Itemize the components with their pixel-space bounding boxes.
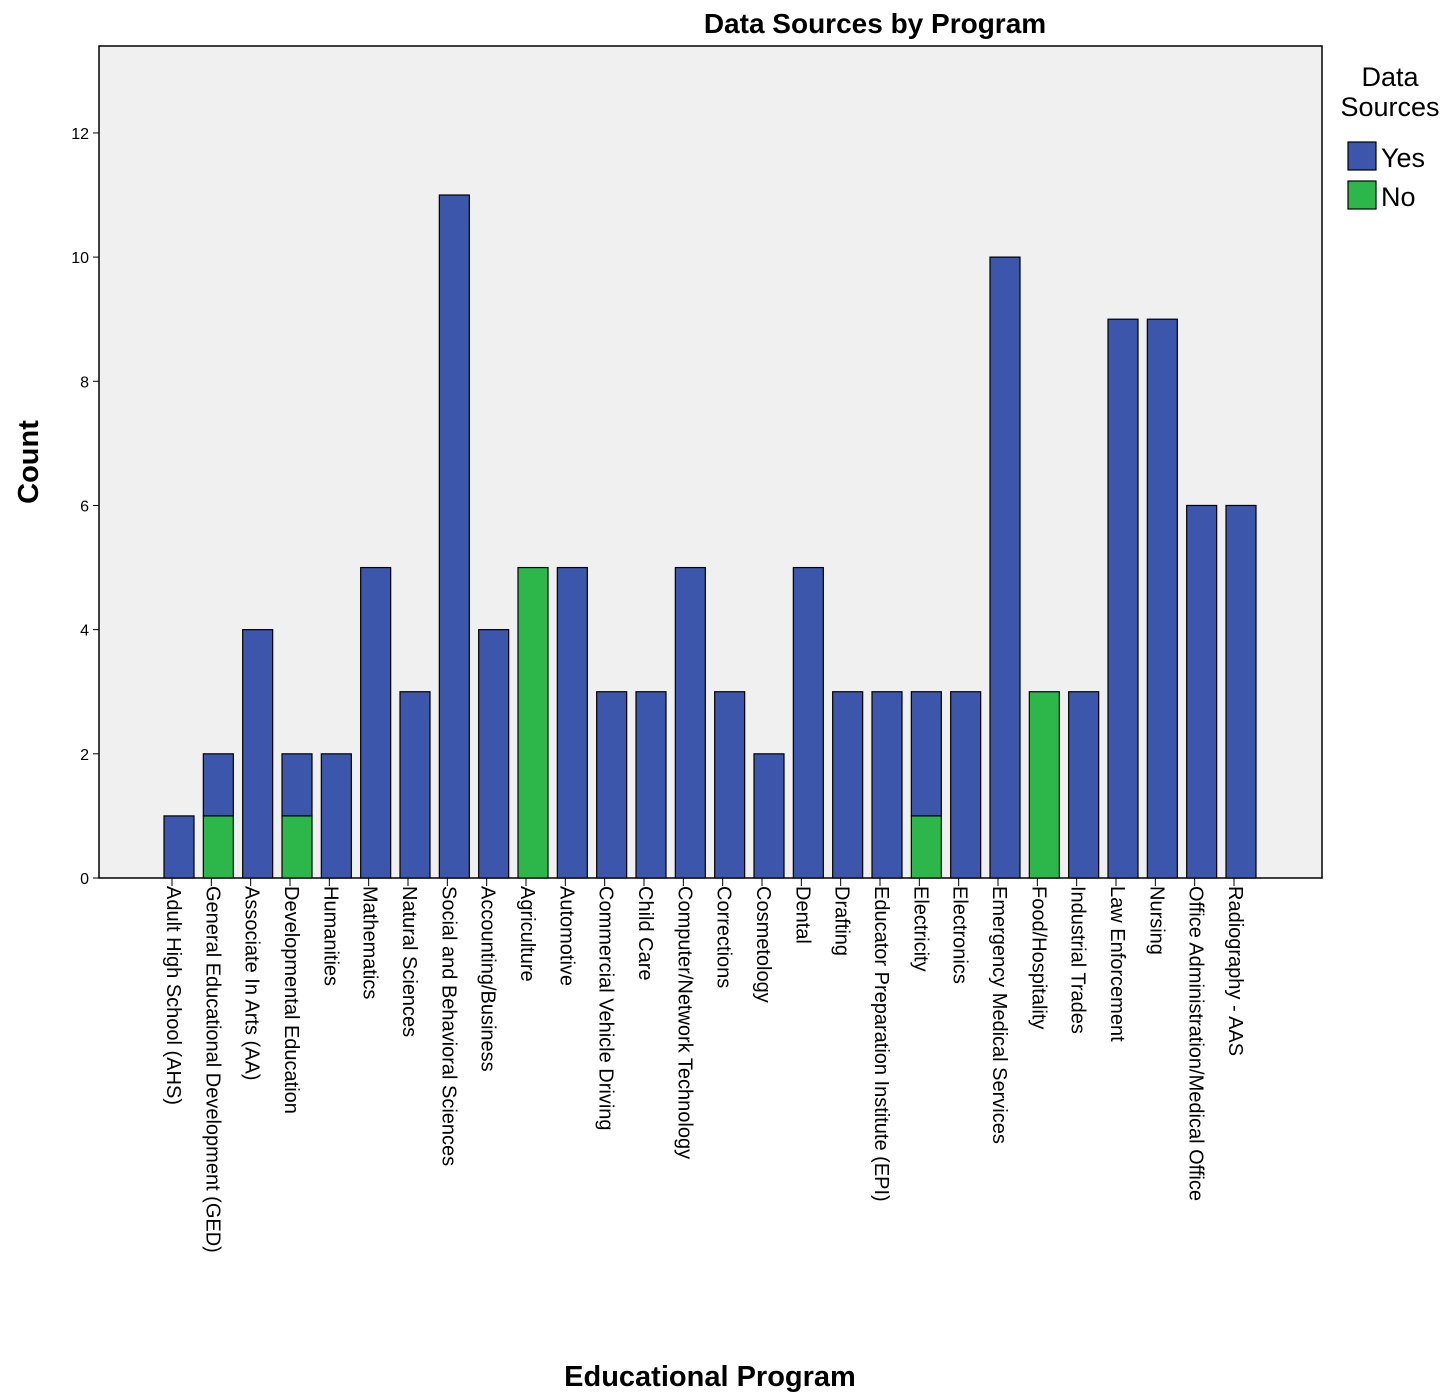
x-tick-label: Dental <box>791 886 813 944</box>
x-tick-label: Emergency Medical Services <box>988 886 1010 1144</box>
legend-title-line-1: Data <box>1361 62 1419 92</box>
bar-yes <box>753 753 785 879</box>
bar-yes <box>360 566 392 879</box>
y-axis-title: Count <box>13 420 45 504</box>
bar-no <box>910 815 942 879</box>
x-axis-title: Educational Program <box>564 1361 856 1393</box>
bar-yes <box>202 753 234 817</box>
x-tick-label: Drafting <box>831 886 853 956</box>
bar-yes <box>1186 504 1218 879</box>
x-tick-label: Child Care <box>634 886 656 980</box>
y-tick-label: 6 <box>80 498 89 515</box>
y-tick-label: 0 <box>80 871 89 888</box>
bar-yes <box>281 753 313 817</box>
bar-yes <box>832 691 864 879</box>
bar-yes <box>635 691 667 879</box>
x-tick-label: Social and Behavioral Sciences <box>437 886 459 1166</box>
x-tick-label: Corrections <box>713 886 735 988</box>
x-tick-label: Industrial Trades <box>1067 886 1089 1034</box>
bar-yes <box>320 753 352 879</box>
legend: Data Sources Yes No <box>1340 62 1439 212</box>
bar-yes <box>478 629 510 879</box>
y-axis: 0 2 4 6 8 10 12 <box>71 126 99 888</box>
y-tick-label: 10 <box>71 250 89 267</box>
legend-title-line-2: Sources <box>1340 92 1439 122</box>
bar-yes <box>1146 318 1178 879</box>
bar-yes <box>792 566 824 879</box>
bars <box>163 194 1257 879</box>
bar-yes <box>438 194 470 879</box>
bar-yes <box>910 691 942 817</box>
x-tick-label: Computer/Network Technology <box>673 886 695 1159</box>
bar-yes <box>871 691 903 879</box>
bar-yes <box>399 691 431 879</box>
x-tick-label: Adult High School (AHS) <box>162 886 184 1105</box>
x-tick-label: Accounting/Business <box>477 886 499 1072</box>
x-tick-label: Automotive <box>555 886 577 986</box>
bar-yes <box>714 691 746 879</box>
bar-yes <box>163 815 195 879</box>
x-tick-label: Food/Hospitality <box>1027 886 1049 1029</box>
bar-no <box>517 566 549 879</box>
x-tick-label: Electricity <box>909 886 931 972</box>
bar-no <box>281 815 313 879</box>
x-tick-label: Cosmetology <box>752 886 774 1003</box>
bar-yes <box>950 691 982 879</box>
x-tick-label: Commercial Vehicle Driving <box>595 886 617 1131</box>
chart-title: Data Sources by Program <box>704 8 1046 39</box>
x-tick-label: Natural Sciences <box>398 886 420 1037</box>
bar-yes <box>242 629 274 879</box>
x-tick-label: Associate In Arts (AA) <box>241 886 263 1081</box>
legend-swatch-yes <box>1347 141 1377 171</box>
legend-items: Yes No <box>1347 141 1425 212</box>
legend-swatch-no <box>1347 180 1377 210</box>
legend-label-no: No <box>1381 182 1416 212</box>
x-axis: Adult High School (AHS) General Education… <box>162 878 1246 1253</box>
x-tick-label: General Educational Development (GED) <box>201 886 223 1253</box>
x-tick-label: Mathematics <box>359 886 381 999</box>
y-tick-label: 8 <box>80 374 89 391</box>
bar-yes <box>556 566 588 879</box>
bar-yes <box>1068 691 1100 879</box>
legend-label-yes: Yes <box>1381 143 1425 173</box>
y-tick-label: 4 <box>80 623 89 640</box>
x-tick-label: Electronics <box>949 886 971 984</box>
bar-yes <box>1107 318 1139 879</box>
x-tick-label: Humanities <box>319 886 341 986</box>
x-tick-label: Educator Preparation Institute (EPI) <box>870 886 892 1202</box>
bar-yes <box>989 256 1021 879</box>
bar-yes <box>674 566 706 879</box>
x-tick-label: Agriculture <box>516 886 538 982</box>
y-tick-label: 2 <box>80 747 89 764</box>
bar-yes <box>1225 504 1257 879</box>
bar-no <box>202 815 234 879</box>
x-tick-label: Radiography - AAS <box>1224 886 1246 1056</box>
x-tick-label: Office Administration/Medical Office <box>1185 886 1207 1201</box>
x-tick-label: Nursing <box>1145 886 1167 955</box>
y-tick-label: 12 <box>71 126 89 143</box>
bar-yes <box>596 691 628 879</box>
x-tick-label: Developmental Education <box>280 886 302 1114</box>
x-tick-label: Law Enforcement <box>1106 886 1128 1042</box>
bar-no <box>1028 691 1060 879</box>
